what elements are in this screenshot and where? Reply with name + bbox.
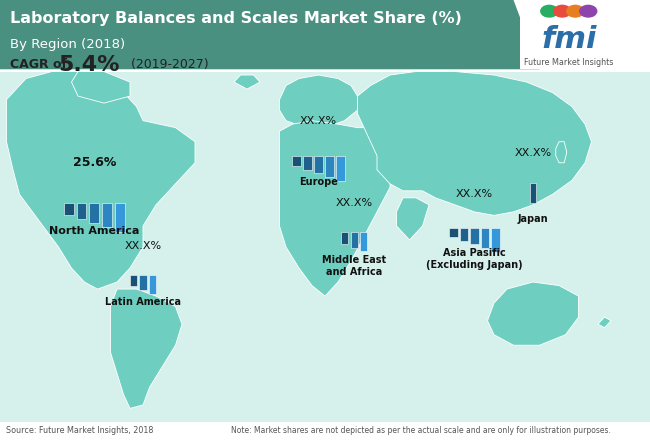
- Text: CAGR of: CAGR of: [10, 58, 71, 71]
- Bar: [139, 275, 147, 290]
- Bar: [292, 156, 300, 166]
- Polygon shape: [598, 317, 611, 328]
- Bar: [326, 156, 334, 177]
- Polygon shape: [0, 0, 540, 69]
- Polygon shape: [358, 72, 592, 215]
- Circle shape: [554, 5, 571, 17]
- Circle shape: [541, 5, 558, 17]
- FancyBboxPatch shape: [0, 72, 650, 422]
- Text: Note: Market shares are not depicted as per the actual scale and are only for il: Note: Market shares are not depicted as …: [231, 426, 610, 434]
- Bar: [90, 203, 99, 223]
- Bar: [481, 228, 489, 248]
- Circle shape: [580, 5, 597, 17]
- Text: XX.X%: XX.X%: [335, 198, 373, 208]
- Polygon shape: [6, 72, 195, 289]
- Text: Japan: Japan: [517, 214, 549, 224]
- Text: XX.X%: XX.X%: [300, 116, 337, 126]
- Circle shape: [567, 5, 584, 17]
- Bar: [337, 156, 345, 181]
- Text: By Region (2018): By Region (2018): [10, 38, 125, 51]
- Polygon shape: [396, 198, 429, 240]
- Text: 5.4%: 5.4%: [58, 55, 120, 75]
- Text: XX.X%: XX.X%: [124, 240, 162, 250]
- Bar: [341, 232, 348, 244]
- Polygon shape: [280, 121, 410, 296]
- Text: Laboratory Balances and Scales Market Share (%): Laboratory Balances and Scales Market Sh…: [10, 11, 461, 26]
- Text: Middle East
and Africa: Middle East and Africa: [322, 255, 386, 277]
- Polygon shape: [72, 72, 130, 103]
- Text: Asia Pasific
(Excluding Japan): Asia Pasific (Excluding Japan): [426, 249, 523, 270]
- Bar: [115, 203, 125, 232]
- Polygon shape: [234, 75, 260, 89]
- Bar: [315, 156, 323, 173]
- Text: Europe: Europe: [299, 177, 338, 187]
- FancyBboxPatch shape: [520, 0, 650, 69]
- Text: XX.X%: XX.X%: [514, 148, 552, 158]
- Bar: [303, 156, 312, 170]
- Polygon shape: [280, 75, 358, 128]
- Bar: [491, 228, 499, 252]
- Text: Future Market Insights: Future Market Insights: [524, 58, 614, 67]
- Bar: [360, 232, 367, 251]
- Text: North America: North America: [49, 226, 140, 236]
- Text: 25.6%: 25.6%: [73, 156, 116, 169]
- Bar: [471, 228, 478, 244]
- Bar: [64, 203, 73, 215]
- Text: (2019-2027): (2019-2027): [127, 58, 209, 71]
- Bar: [350, 232, 358, 248]
- Bar: [149, 275, 156, 294]
- Polygon shape: [556, 142, 567, 163]
- Bar: [530, 183, 536, 203]
- Polygon shape: [488, 282, 578, 345]
- Bar: [450, 228, 458, 237]
- Bar: [102, 203, 112, 227]
- Text: Latin America: Latin America: [105, 298, 181, 308]
- Bar: [130, 275, 137, 287]
- Polygon shape: [111, 289, 182, 409]
- Bar: [460, 228, 468, 240]
- Text: fmi: fmi: [541, 25, 597, 54]
- Text: XX.X%: XX.X%: [456, 189, 493, 199]
- Bar: [77, 203, 86, 219]
- Text: Source: Future Market Insights, 2018: Source: Future Market Insights, 2018: [6, 426, 154, 434]
